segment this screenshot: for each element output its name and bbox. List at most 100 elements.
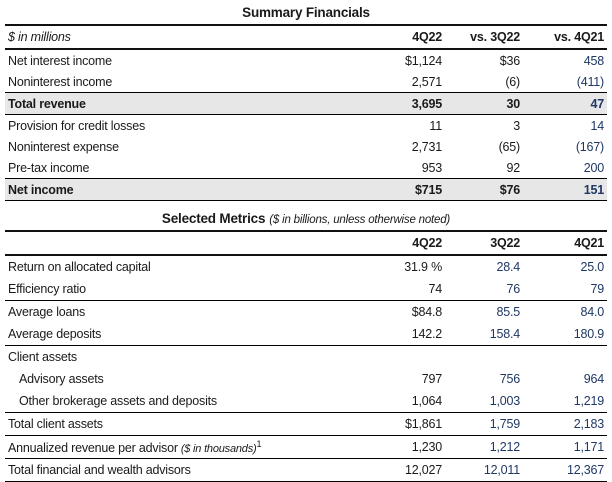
row-noninterest-expense: Noninterest expense 2,731 (65) (167)	[5, 136, 607, 157]
column-header-4q22: 4Q22	[412, 30, 442, 44]
cell-vs-3q22: 30	[506, 96, 520, 111]
footnote-marker: 1	[256, 438, 262, 449]
cell-vs-4q21: 200	[583, 160, 604, 175]
row-total-client-assets: Total client assets $1,861 1,759 2,183	[5, 413, 607, 436]
cell-vs-4q21: (167)	[575, 139, 604, 154]
row-net-interest-income: Net interest income $1,124 $36 458	[5, 50, 607, 71]
cell-vs-3q22: $76	[499, 182, 520, 197]
row-label: Average deposits	[8, 327, 102, 341]
row-label: Other brokerage assets and deposits	[19, 394, 217, 408]
cell-4q21: 79	[590, 282, 604, 296]
table2-header-row: 4Q22 3Q22 4Q21	[5, 232, 607, 256]
row-net-income: Net income $715 $76 151	[5, 178, 607, 201]
cell-vs-4q21: 458	[583, 53, 604, 68]
row-average-deposits: Average deposits 142.2 158.4 180.9	[5, 323, 607, 346]
cell-4q21: 964	[583, 372, 604, 386]
table1-title: Summary Financials	[5, 2, 607, 26]
row-total-financial-and-wealth-advisors: Total financial and wealth advisors 12,0…	[5, 459, 607, 482]
cell-3q22: 76	[506, 282, 520, 296]
row-label: Total revenue	[8, 96, 86, 111]
cell-3q22: 158.4	[489, 327, 520, 341]
row-label: Net interest income	[8, 53, 112, 68]
cell-4q21: 25.0	[580, 260, 604, 274]
cell-3q22: 1,759	[489, 417, 520, 431]
column-header-vs-4q21: vs. 4Q21	[554, 30, 604, 44]
cell-4q22: 142.2	[411, 327, 442, 341]
cell-4q21: 180.9	[573, 327, 604, 341]
row-label: Total client assets	[8, 417, 103, 431]
row-label: Annualized revenue per advisor ($ in thou…	[5, 439, 354, 455]
cell-vs-4q21: 151	[583, 182, 604, 197]
cell-4q22: 3,695	[411, 96, 442, 111]
row-label: Pre-tax income	[8, 160, 90, 175]
cell-4q22: 31.9 %	[404, 260, 442, 274]
row-label: Client assets	[8, 350, 77, 364]
summary-financials-table: Summary Financials $ in millions 4Q22 vs…	[5, 2, 607, 201]
table1-header-row: $ in millions 4Q22 vs. 3Q22 vs. 4Q21	[5, 26, 607, 50]
row-label: Total financial and wealth advisors	[8, 463, 191, 477]
cell-3q22: 12,011	[483, 463, 520, 477]
cell-vs-3q22: 92	[506, 160, 520, 175]
row-noninterest-income: Noninterest income 2,571 (6) (411)	[5, 71, 607, 92]
cell-4q22: 2,571	[411, 74, 442, 89]
cell-4q22: 12,027	[404, 463, 442, 477]
row-client-assets: Client assets	[5, 346, 607, 368]
cell-vs-4q21: 47	[590, 96, 604, 111]
column-header-4q22: 4Q22	[412, 236, 442, 250]
row-label-text: Annualized revenue per advisor	[8, 441, 178, 456]
row-other-brokerage-assets-and-deposits: Other brokerage assets and deposits 1,06…	[5, 390, 607, 413]
cell-4q22: $1,124	[404, 53, 442, 68]
row-label: Noninterest expense	[8, 139, 119, 154]
row-label: Net income	[8, 182, 74, 197]
cell-3q22: 756	[499, 372, 520, 386]
cell-4q22: 11	[429, 118, 442, 133]
cell-4q22: 74	[428, 282, 442, 296]
row-label: Average loans	[8, 305, 86, 319]
cell-3q22: 85.5	[496, 305, 520, 319]
table2-title: Selected Metrics ($ in billions, unless o…	[5, 208, 607, 232]
row-average-loans: Average loans $84.8 85.5 84.0	[5, 301, 607, 323]
row-return-on-allocated-capital: Return on allocated capital 31.9 % 28.4 …	[5, 256, 607, 278]
cell-4q21: 1,219	[573, 394, 604, 408]
row-efficiency-ratio: Efficiency ratio 74 76 79	[5, 278, 607, 301]
cell-4q22: 953	[421, 160, 442, 175]
cell-4q22: 2,731	[411, 139, 442, 154]
row-advisory-assets: Advisory assets 797 756 964	[5, 368, 607, 390]
cell-4q22: $1,861	[404, 417, 442, 431]
table2-title-text: Selected Metrics	[161, 211, 266, 226]
cell-3q22: 1,212	[489, 440, 520, 454]
row-label: Noninterest income	[8, 74, 113, 89]
cell-vs-3q22: 3	[513, 118, 520, 133]
selected-metrics-table: Selected Metrics ($ in billions, unless o…	[5, 208, 607, 482]
row-label: Return on allocated capital	[8, 260, 151, 274]
cell-4q21: 12,367	[566, 463, 604, 477]
row-pre-tax-income: Pre-tax income 953 92 200	[5, 157, 607, 178]
cell-4q21: 2,183	[573, 417, 604, 431]
cell-vs-3q22: (65)	[498, 139, 521, 154]
row-label: Efficiency ratio	[8, 282, 86, 296]
table1-unit-note: $ in millions	[8, 30, 71, 44]
column-header-3q22: 3Q22	[490, 236, 520, 250]
cell-vs-3q22: $36	[499, 53, 520, 68]
cell-vs-4q21: (411)	[576, 74, 604, 89]
cell-4q22: 1,230	[411, 440, 442, 454]
cell-4q21: 1,171	[573, 440, 604, 454]
cell-vs-4q21: 14	[590, 118, 604, 133]
cell-4q22: $84.8	[411, 305, 442, 319]
row-label: Provision for credit losses	[8, 118, 146, 133]
column-header-4q21: 4Q21	[574, 236, 604, 250]
cell-3q22: 28.4	[496, 260, 520, 274]
cell-4q22: 797	[421, 372, 442, 386]
row-annualized-revenue-per-advisor: Annualized revenue per advisor ($ in thou…	[5, 436, 607, 459]
cell-4q22: $715	[414, 182, 442, 197]
cell-3q22: 1,003	[489, 394, 520, 408]
row-provision-for-credit-losses: Provision for credit losses 11 3 14	[5, 115, 607, 136]
cell-4q22: 1,064	[411, 394, 442, 408]
column-header-vs-3q22: vs. 3Q22	[470, 30, 520, 44]
table2-title-note: ($ in billions, unless otherwise noted)	[269, 214, 451, 226]
row-label-unit-note: ($ in thousands)	[180, 443, 257, 456]
cell-vs-3q22: (6)	[505, 74, 520, 89]
cell-4q21: 84.0	[580, 305, 604, 319]
row-label: Advisory assets	[19, 372, 104, 386]
